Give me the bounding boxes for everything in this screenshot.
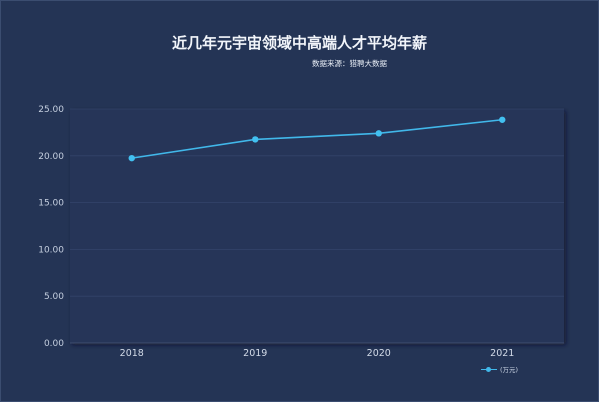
data-point — [128, 154, 135, 162]
y-tick-label: 20.00 — [38, 152, 64, 162]
chart-title: 近几年元宇宙领域中高端人才平均年薪 — [171, 34, 427, 52]
x-tick-label: 2019 — [243, 348, 267, 359]
chart-legend: (万元) — [481, 364, 518, 374]
plot-area — [70, 109, 564, 343]
y-tick-label: 0.00 — [44, 339, 64, 349]
legend-label: (万元) — [500, 366, 519, 374]
y-tick-label: 15.00 — [38, 199, 64, 209]
x-tick-label: 2020 — [367, 348, 391, 359]
data-point — [252, 136, 259, 143]
x-tick-label: 2018 — [120, 348, 144, 359]
legend-line-icon — [481, 365, 497, 373]
y-tick-label: 5.00 — [44, 292, 64, 302]
data-point — [375, 130, 382, 137]
y-tick-label: 10.00 — [38, 245, 64, 255]
y-tick-label: 25.00 — [38, 105, 64, 115]
data-point — [499, 116, 506, 123]
series-line — [131, 118, 503, 159]
x-tick-label: 2021 — [490, 348, 514, 359]
chart-source: 数据来源：猎聘大数据 — [312, 59, 387, 68]
